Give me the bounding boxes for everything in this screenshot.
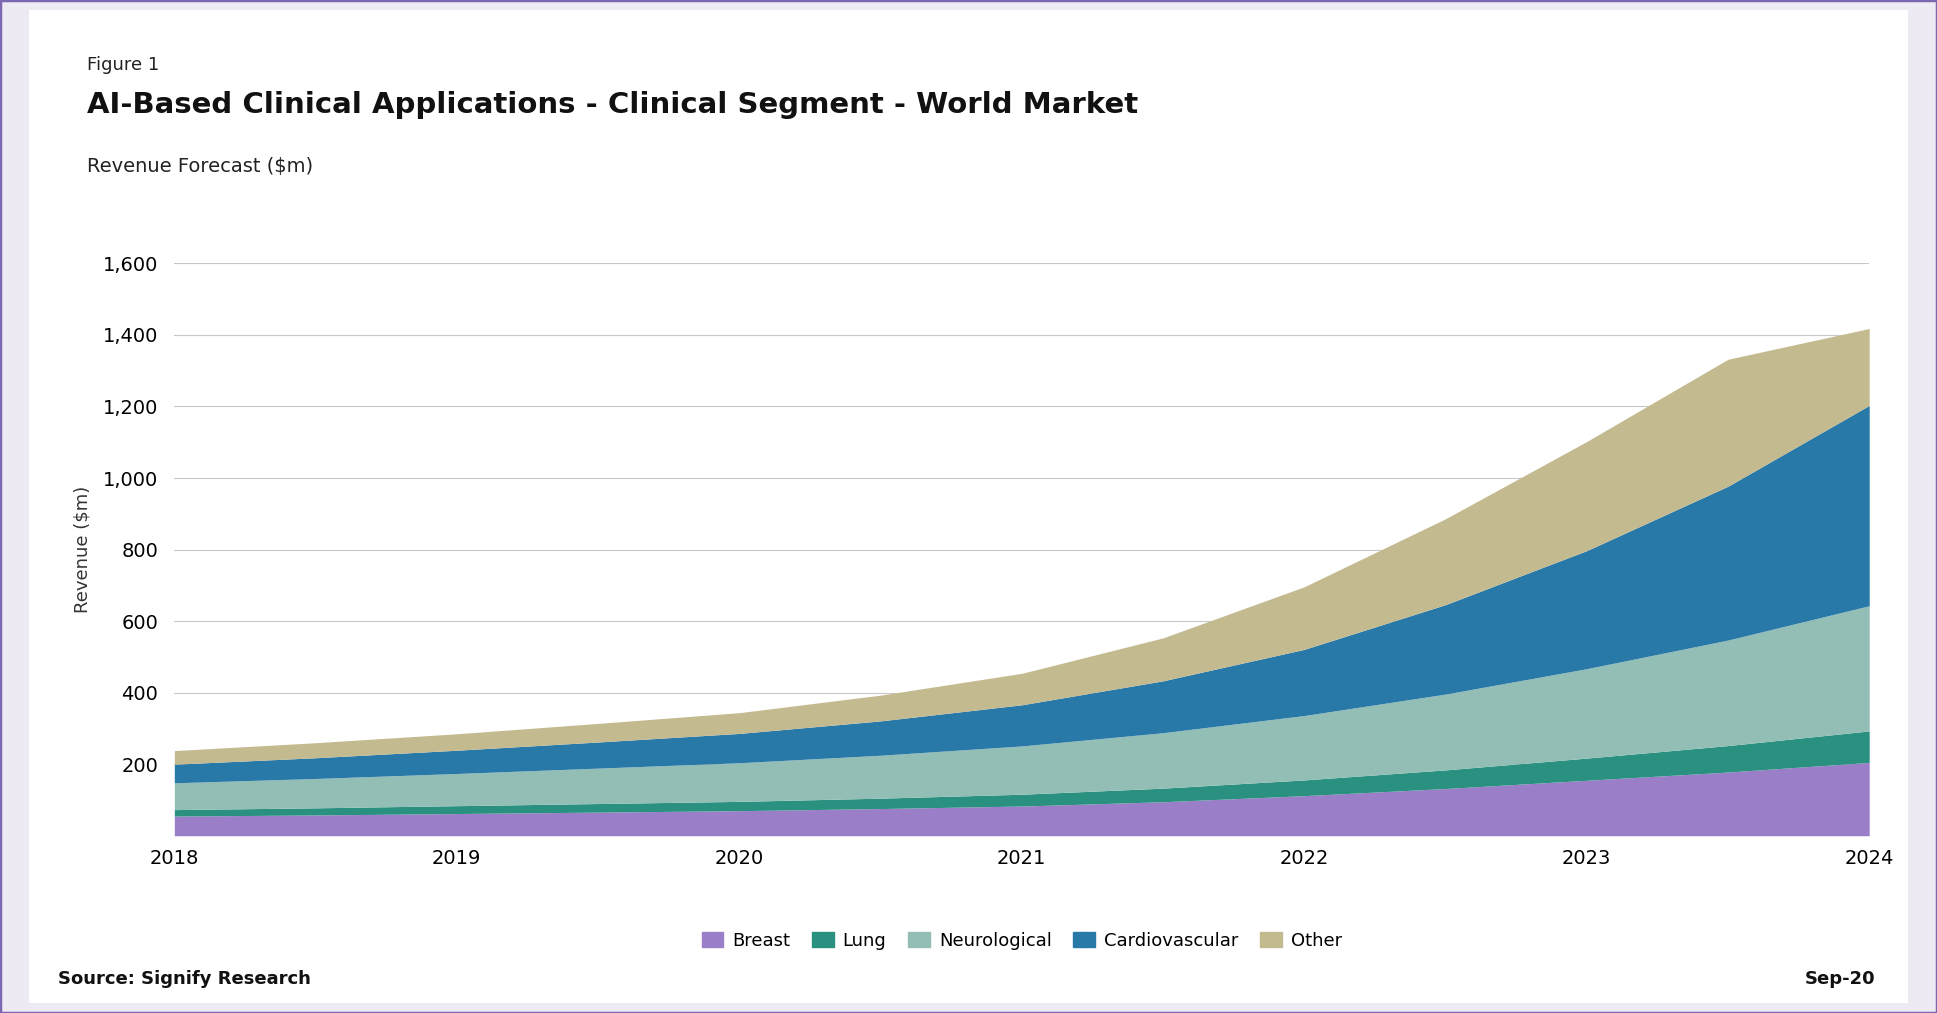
Y-axis label: Revenue ($m): Revenue ($m) bbox=[74, 486, 91, 613]
Text: AI-Based Clinical Applications - Clinical Segment - World Market: AI-Based Clinical Applications - Clinica… bbox=[87, 91, 1139, 120]
Text: Sep-20: Sep-20 bbox=[1805, 969, 1875, 988]
Text: Revenue Forecast ($m): Revenue Forecast ($m) bbox=[87, 157, 314, 176]
Text: Figure 1: Figure 1 bbox=[87, 56, 159, 74]
Legend: Breast, Lung, Neurological, Cardiovascular, Other: Breast, Lung, Neurological, Cardiovascul… bbox=[693, 925, 1350, 957]
Text: Source: Signify Research: Source: Signify Research bbox=[58, 969, 312, 988]
